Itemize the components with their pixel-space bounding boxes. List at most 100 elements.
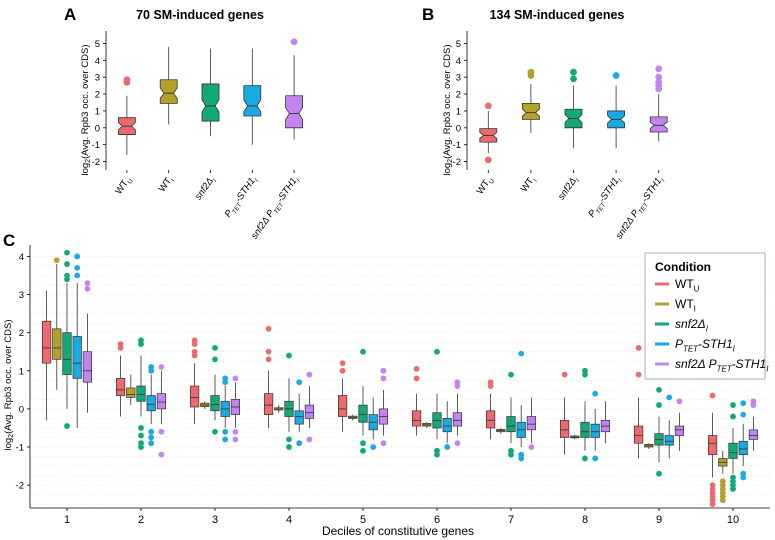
- outlier-point: [730, 402, 736, 408]
- panel-c-xtick-label: 1: [64, 514, 70, 526]
- outlier-point: [454, 440, 461, 447]
- box-body: [633, 425, 644, 444]
- panel-c-box-snf2_ptet: [526, 397, 537, 450]
- panel-a-ytick-label: 2: [95, 90, 100, 101]
- legend-items: WTU WTI snf2ΔI PTET-STH1I snf2Δ PTET-STH1I: [655, 277, 769, 374]
- panel-a-xtick-label: snf2ΔI: [193, 174, 219, 203]
- panel-c-box-snf2_ptet: [156, 364, 166, 458]
- panel-b-ytick-label: 2: [456, 90, 461, 101]
- outlier-point: [592, 390, 599, 397]
- box-body: [580, 421, 590, 438]
- outlier-point: [518, 350, 525, 357]
- outlier-point: [64, 261, 70, 267]
- outlier-point: [158, 364, 165, 370]
- panel-c-box-snf2_ptet: [600, 401, 611, 444]
- panel-a-box-ptet: [243, 48, 262, 145]
- outlier-point: [750, 398, 757, 405]
- outlier-point: [360, 440, 366, 447]
- outlier-point: [413, 375, 420, 382]
- outlier-point: [719, 497, 726, 504]
- panel-c-box-wt_i: [200, 401, 210, 409]
- outlier-point: [74, 264, 81, 271]
- outlier-point: [570, 75, 577, 83]
- panel-c-box-wt_u: [559, 371, 570, 455]
- outlier-point: [582, 367, 588, 374]
- panel-c-ytick-label: 4: [19, 252, 24, 263]
- panel-c-box-ptet: [146, 364, 156, 447]
- outlier-point: [138, 432, 144, 439]
- legend: Condition WTU WTI snf2ΔI PTET-STH1I snf2Δ PT…: [644, 252, 769, 380]
- panel-c-ytick-label: 2: [19, 328, 24, 339]
- outlier-point: [730, 486, 736, 492]
- outlier-point: [380, 375, 387, 382]
- outlier-point: [296, 379, 303, 386]
- outlier-point: [413, 365, 420, 372]
- outlier-point: [487, 379, 494, 386]
- outlier-point: [676, 398, 683, 405]
- outlier-point: [158, 451, 165, 458]
- outlier-point: [740, 411, 747, 418]
- outlier-point: [290, 38, 298, 46]
- panel-b-title: 134 SM-induced genes: [490, 8, 625, 22]
- outlier-point: [339, 367, 346, 374]
- panel-c-box-wt_u: [190, 337, 200, 425]
- panel-c-box-wt_i: [348, 414, 358, 421]
- panel-c-box-wt_i: [644, 443, 654, 449]
- box-body: [526, 416, 537, 431]
- panel-a-box-wt_i: [159, 46, 178, 125]
- panel-a-ytick-label: 0: [95, 123, 100, 134]
- legend-label-wt_u: WTU: [675, 277, 700, 294]
- outlier-point: [265, 325, 272, 332]
- panel-a-ytick-label: 5: [95, 39, 100, 50]
- outlier-point: [286, 436, 292, 443]
- panel-b-ylabel: log2(Avg. Rpb3 occ. over CDS): [442, 45, 454, 176]
- panel-b-xtick-label: PTET-STH1I: [586, 174, 624, 220]
- outlier-point: [64, 276, 70, 283]
- outlier-point: [582, 455, 588, 462]
- box-body: [590, 423, 600, 438]
- outlier-point: [222, 428, 229, 435]
- panel-c-box-ptet: [72, 253, 82, 428]
- outlier-point: [306, 371, 313, 378]
- outlier-point: [655, 65, 663, 73]
- panel-c-xtick-label: 8: [582, 514, 588, 526]
- outlier-point: [222, 436, 229, 443]
- panel-b-xtick-label: WTI: [519, 174, 539, 195]
- outlier-point: [380, 440, 387, 447]
- outlier-point: [528, 444, 535, 450]
- panel-c-ytick-label: 0: [19, 404, 24, 415]
- outlier-point: [212, 345, 218, 351]
- outlier-point: [380, 367, 387, 374]
- outlier-point: [527, 68, 535, 76]
- outlier-point: [117, 341, 124, 348]
- outlier-point: [484, 156, 492, 164]
- outlier-point: [709, 392, 716, 399]
- outlier-point: [484, 102, 492, 110]
- outlier-point: [612, 72, 620, 79]
- panel-a-ytick-label: 3: [95, 73, 100, 84]
- box-body: [748, 429, 759, 440]
- panel-c-box-wt_i: [126, 374, 136, 406]
- panel-c-box-snf2_ptet: [452, 379, 462, 447]
- panel-c-box-snf2_ptet: [304, 371, 314, 443]
- panel-c-box-snf2: [62, 249, 72, 429]
- panel-c-box-ptet: [590, 390, 600, 462]
- outlier-point: [508, 371, 514, 378]
- outlier-point: [148, 440, 155, 447]
- outlier-point: [74, 272, 81, 279]
- outlier-point: [518, 455, 525, 462]
- box-body: [159, 79, 178, 104]
- panel-a-ylabel: log2(Avg. Rpb3 occ. over CDS): [80, 45, 92, 176]
- outlier-point: [265, 356, 272, 363]
- outlier-point: [508, 451, 514, 458]
- panel-b-ytick-label: 4: [456, 56, 461, 67]
- panel-b-ytick-label: 1: [456, 106, 461, 117]
- panel-c-box-ptet: [294, 379, 304, 447]
- box-body: [442, 418, 452, 433]
- panel-c-box-wt_u: [707, 392, 718, 508]
- box-body: [294, 410, 304, 425]
- outlier-point: [444, 444, 451, 450]
- outlier-point: [191, 337, 198, 344]
- outlier-point: [232, 375, 239, 382]
